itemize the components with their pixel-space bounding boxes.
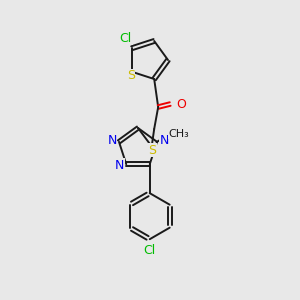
Text: N: N — [159, 134, 169, 147]
Text: S: S — [148, 143, 156, 157]
Text: Cl: Cl — [120, 32, 132, 45]
Text: S: S — [127, 69, 135, 82]
Text: O: O — [176, 98, 186, 110]
Text: N: N — [115, 159, 124, 172]
Text: Cl: Cl — [144, 244, 156, 257]
Text: N: N — [107, 134, 117, 147]
Text: CH₃: CH₃ — [169, 129, 189, 139]
